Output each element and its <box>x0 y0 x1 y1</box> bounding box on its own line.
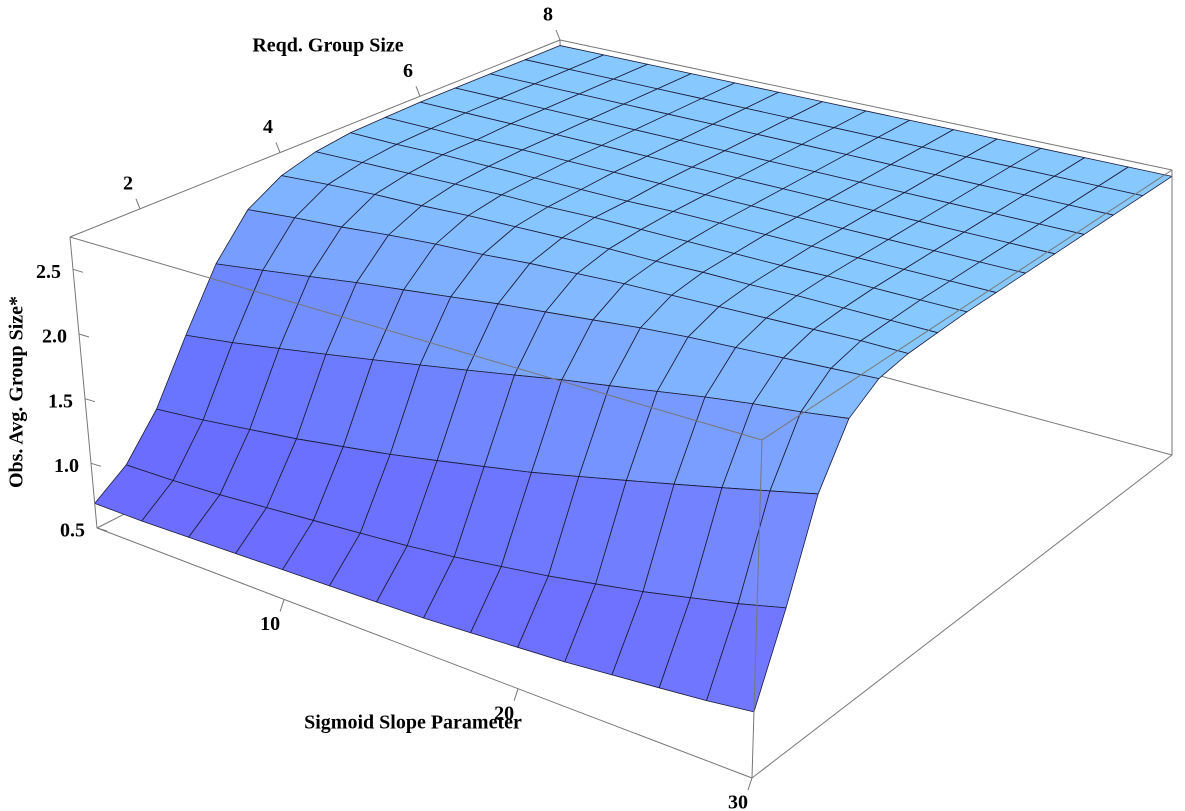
surface-cell <box>706 603 787 713</box>
z-axis-title: Obs. Avg. Group Size* <box>6 296 28 488</box>
surface <box>94 45 1173 713</box>
x-tick <box>513 688 519 701</box>
z-tick-label: 1.5 <box>48 390 73 412</box>
y-tick <box>275 142 281 153</box>
y-tick <box>135 198 141 210</box>
z-tick <box>90 462 102 467</box>
x-tick <box>747 777 753 791</box>
box-edge <box>69 236 763 441</box>
box-edge <box>751 439 763 779</box>
box-edge <box>69 236 98 529</box>
box-edge <box>69 39 561 238</box>
z-tick-label: 2.5 <box>36 261 61 283</box>
box-edge <box>751 454 1173 779</box>
z-tick <box>72 268 84 273</box>
y-tick <box>555 29 561 41</box>
x-tick-label: 10 <box>260 613 280 635</box>
z-tick <box>78 333 90 338</box>
y-tick <box>415 86 421 97</box>
x-tick <box>279 599 285 612</box>
y-tick-label: 4 <box>263 116 273 138</box>
z-tick-label: 0.5 <box>60 520 85 542</box>
box-edge <box>559 39 1173 171</box>
z-tick <box>84 398 96 403</box>
box-edge <box>96 527 753 779</box>
y-tick-label: 6 <box>403 60 413 82</box>
z-tick-label: 1.0 <box>54 455 79 477</box>
x-tick-label: 30 <box>728 792 748 811</box>
z-tick-label: 2.0 <box>42 326 67 348</box>
box-front: 10 20 30 2 4 6 8 0.5 1.0 1.5 2.0 2.5 <box>36 4 1173 811</box>
z-tick <box>96 527 108 532</box>
y-tick-label: 2 <box>123 172 133 194</box>
y-tick-label: 8 <box>543 4 553 26</box>
box-edge <box>761 169 1173 441</box>
x-tick-label: 20 <box>494 702 514 724</box>
x-axis-title: Sigmoid Slope Parameter <box>304 712 522 734</box>
y-axis-title: Reqd. Group Size <box>252 35 403 57</box>
